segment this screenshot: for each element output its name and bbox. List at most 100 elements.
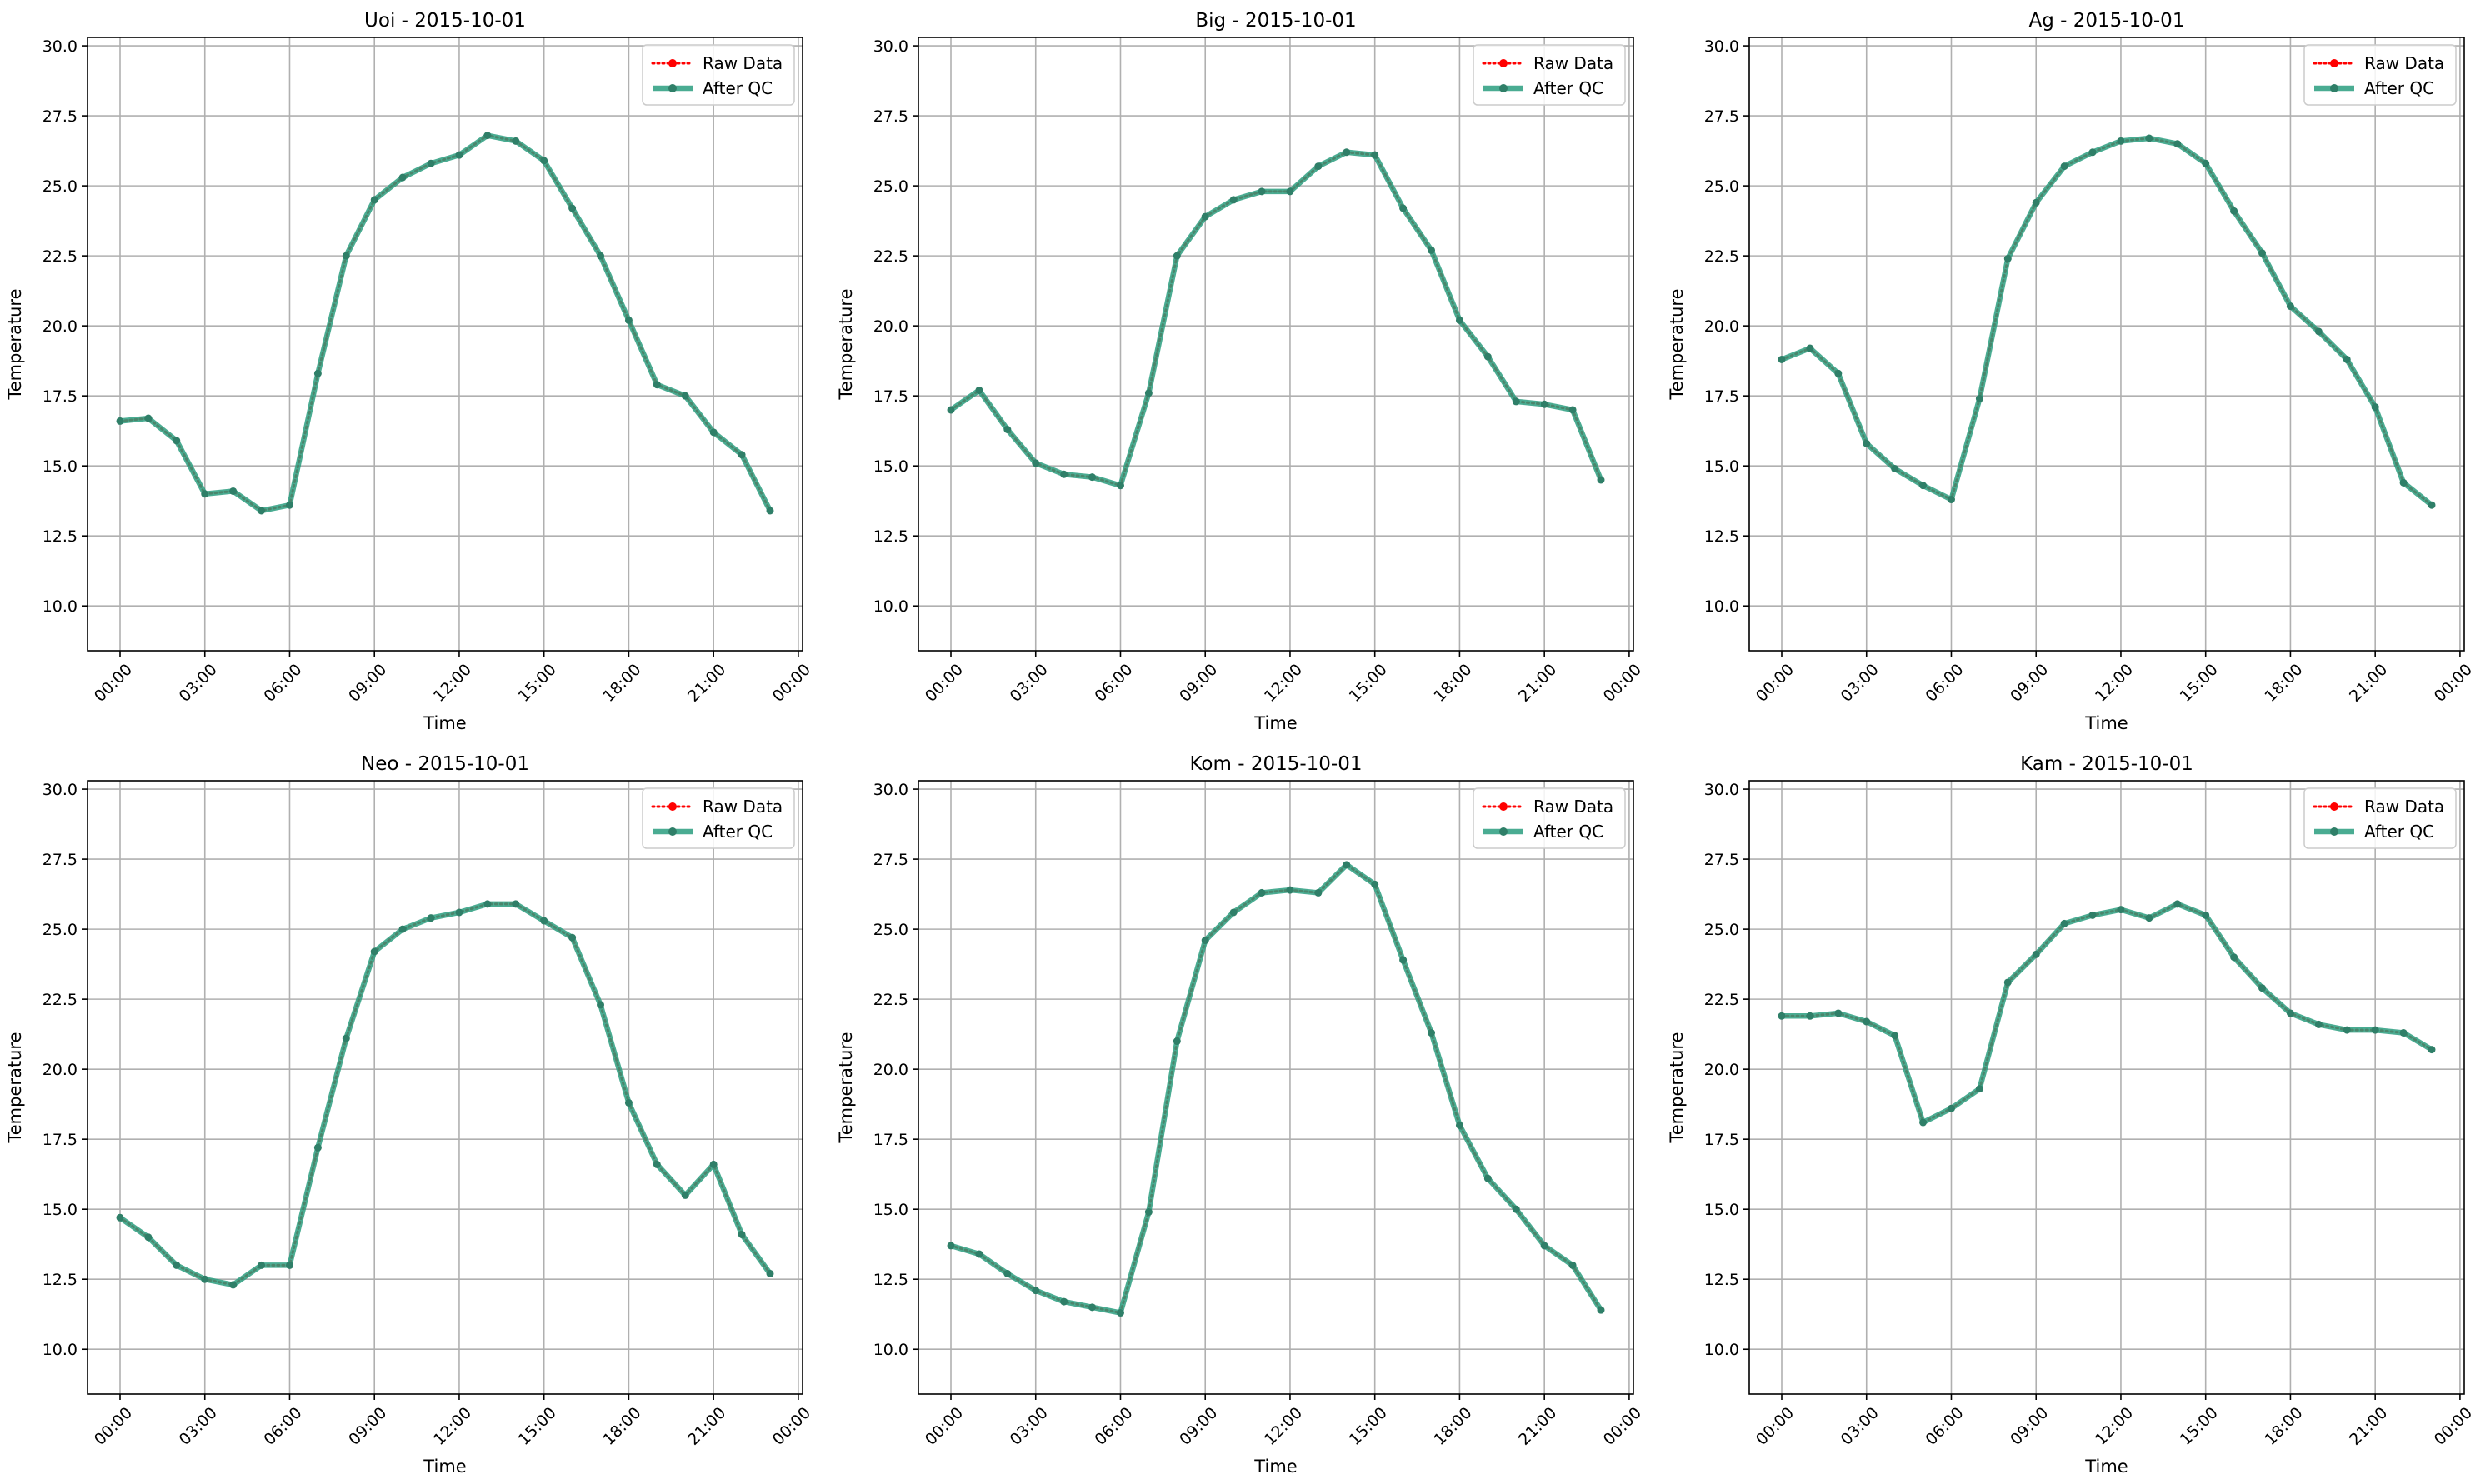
y-tick-label: 17.5 bbox=[873, 1131, 908, 1149]
after-qc-point bbox=[947, 1242, 955, 1250]
after-qc-point bbox=[2032, 198, 2040, 207]
x-tick-label: 09:00 bbox=[2007, 1404, 2052, 1449]
subplot-title: Kom - 2015-10-01 bbox=[1190, 753, 1363, 775]
y-tick-label: 25.0 bbox=[43, 921, 78, 939]
after-qc-point bbox=[313, 369, 322, 377]
after-qc-point bbox=[2088, 911, 2097, 919]
x-tick-label: 18:00 bbox=[1430, 1404, 1475, 1449]
x-tick-label: 00:00 bbox=[769, 661, 814, 706]
x-tick-label: 15:00 bbox=[1346, 661, 1391, 706]
x-tick-label: 00:00 bbox=[2431, 661, 2476, 706]
y-tick-label: 22.5 bbox=[873, 991, 908, 1009]
after-qc-point bbox=[1088, 1303, 1097, 1312]
legend-raw-label: Raw Data bbox=[2364, 53, 2444, 73]
y-tick-label: 25.0 bbox=[1704, 177, 1739, 196]
after-qc-point bbox=[2428, 501, 2436, 509]
after-qc-point bbox=[1806, 1012, 1814, 1020]
after-qc-point bbox=[766, 1269, 774, 1277]
subplot-6: 00:00 03:00 06:00 09:00 12:00 15:00 18:00 21:00… bbox=[1667, 753, 2476, 1477]
y-axis-label: Temperature bbox=[836, 1032, 856, 1143]
x-tick-label: 06:00 bbox=[260, 1404, 305, 1449]
after-qc-point bbox=[1778, 1012, 1786, 1020]
after-qc-point bbox=[342, 252, 350, 260]
after-qc-point bbox=[2173, 140, 2182, 148]
after-qc-point bbox=[1032, 1287, 1040, 1295]
raw-data-line bbox=[1780, 902, 2433, 1125]
after-qc-point bbox=[512, 900, 520, 908]
legend-qc-marker bbox=[2330, 84, 2338, 92]
y-tick-label: 20.0 bbox=[873, 1061, 908, 1079]
subplot-title: Big - 2015-10-01 bbox=[1195, 10, 1356, 32]
after-qc-point bbox=[398, 925, 407, 933]
after-qc-point bbox=[370, 947, 378, 956]
after-qc-point bbox=[2343, 1026, 2351, 1034]
after-qc-point bbox=[2032, 950, 2040, 958]
after-qc-point bbox=[455, 151, 463, 159]
y-tick-label: 17.5 bbox=[1704, 1131, 1739, 1149]
legend-qc-label: After QC bbox=[1533, 822, 1603, 842]
after-qc-point bbox=[1286, 886, 1294, 894]
after-qc-point bbox=[738, 1230, 746, 1238]
after-qc-point bbox=[2428, 1046, 2436, 1054]
legend-qc-label: After QC bbox=[2364, 78, 2434, 98]
y-axis-label: Temperature bbox=[836, 288, 856, 400]
after-qc-point bbox=[144, 1233, 153, 1242]
after-qc-point bbox=[258, 1261, 266, 1269]
x-tick-label: 00:00 bbox=[1600, 1404, 1645, 1449]
x-tick-label: 12:00 bbox=[1261, 661, 1306, 706]
after-qc-point bbox=[2145, 914, 2153, 922]
after-qc-point bbox=[2173, 900, 2182, 908]
x-tick-label: 03:00 bbox=[1007, 1404, 1052, 1449]
after-qc-point bbox=[1201, 937, 1209, 945]
after-qc-point bbox=[1173, 1037, 1181, 1046]
after-qc-point bbox=[2314, 1020, 2323, 1028]
after-qc-point bbox=[1919, 1118, 1928, 1127]
subplot-1: 00:00 03:00 06:00 09:00 12:00 15:00 18:00 21:00… bbox=[5, 10, 814, 733]
legend-qc-label: After QC bbox=[2364, 822, 2434, 842]
x-tick-label: 00:00 bbox=[1753, 1404, 1798, 1449]
after-qc-line bbox=[118, 901, 773, 1288]
y-tick-label: 15.0 bbox=[43, 1201, 78, 1219]
y-tick-label: 25.0 bbox=[1704, 921, 1739, 939]
after-qc-point bbox=[1258, 888, 1266, 897]
after-qc-point bbox=[1512, 1205, 1520, 1213]
after-qc-point bbox=[1597, 476, 1605, 484]
after-qc-point bbox=[1834, 369, 1843, 377]
y-tick-label: 27.5 bbox=[1704, 851, 1739, 869]
x-tick-label: 09:00 bbox=[345, 1404, 390, 1449]
after-qc-point bbox=[2003, 254, 2012, 262]
after-qc-point bbox=[455, 908, 463, 917]
y-tick-label: 20.0 bbox=[43, 1061, 78, 1079]
after-qc-point bbox=[1032, 459, 1040, 467]
after-qc-point bbox=[1863, 1017, 1871, 1026]
raw-data-line bbox=[118, 134, 772, 512]
y-tick-label: 17.5 bbox=[873, 387, 908, 406]
after-qc-point bbox=[1343, 148, 1351, 157]
after-qc-point bbox=[116, 417, 124, 425]
y-axis-label: Temperature bbox=[1667, 1032, 1687, 1143]
x-axis-label: Time bbox=[1253, 1457, 1297, 1477]
x-tick-label: 09:00 bbox=[1176, 1404, 1221, 1449]
legend-qc-label: After QC bbox=[703, 78, 773, 98]
after-qc-point bbox=[2060, 919, 2068, 927]
after-qc-point bbox=[1483, 352, 1492, 361]
plot-frame bbox=[918, 780, 1634, 1395]
legend-raw-label: Raw Data bbox=[1533, 53, 1613, 73]
legend: Raw Data After QC bbox=[1473, 787, 1626, 849]
after-qc-point bbox=[2230, 953, 2238, 962]
after-qc-point bbox=[709, 1160, 718, 1168]
after-qc-point bbox=[2314, 327, 2323, 336]
x-tick-label: 03:00 bbox=[1838, 1404, 1883, 1449]
legend-raw-marker bbox=[2330, 802, 2338, 811]
x-tick-label: 15:00 bbox=[2177, 661, 2222, 706]
after-qc-point bbox=[1144, 389, 1153, 397]
after-qc-point bbox=[2145, 134, 2153, 142]
x-tick-label: 12:00 bbox=[2092, 661, 2137, 706]
after-qc-point bbox=[258, 507, 266, 515]
subplot-3: 00:00 03:00 06:00 09:00 12:00 15:00 18:00 21:00… bbox=[1667, 10, 2476, 733]
y-tick-label: 27.5 bbox=[873, 107, 908, 126]
x-tick-label: 21:00 bbox=[684, 1404, 729, 1449]
y-tick-label: 30.0 bbox=[873, 37, 908, 56]
after-qc-point bbox=[681, 1191, 689, 1199]
subplot-5: 00:00 03:00 06:00 09:00 12:00 15:00 18:00 21:00… bbox=[836, 753, 1645, 1477]
